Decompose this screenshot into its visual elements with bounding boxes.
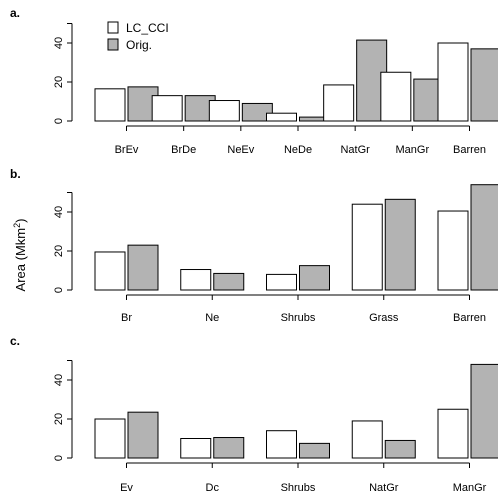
panel-b: b. 0 20 40 Br Ne Shrubs Grass Barren <box>10 167 498 324</box>
bar-mangr-lc-cci <box>380 71 412 122</box>
legend-label-lc-cci: LC_CCI <box>126 21 169 35</box>
bar-ev-lc-cci <box>94 418 126 459</box>
bar-neev-orig <box>241 102 273 122</box>
y-tick-label: 20 <box>53 76 65 88</box>
bar-shrubs-lc-cci <box>266 430 297 459</box>
bar-br-orig <box>127 244 159 291</box>
panel-c: c. 0 20 40 Ev Dc Shrubs NatGr ManGr <box>10 334 498 493</box>
x-tick-label: Br <box>121 312 132 324</box>
bar-grass-orig <box>384 198 416 291</box>
y-tick-label: 0 <box>53 287 65 293</box>
y-tick-label: 40 <box>53 37 65 49</box>
bar-brev-lc-cci <box>94 88 126 122</box>
bar-nede-lc-cci <box>266 112 297 122</box>
legend: LC_CCI Orig. <box>107 21 169 52</box>
y-axis-title-superscript: 2 <box>12 223 22 228</box>
bar-mangr-lc-cci <box>437 408 469 459</box>
bar-brde-lc-cci <box>151 95 183 122</box>
y-tick-label: 0 <box>53 118 65 124</box>
x-tick-label: Dc <box>206 482 220 493</box>
x-tick-label: Shrubs <box>281 312 316 324</box>
x-tick-label: NeEv <box>227 144 254 156</box>
x-tick-label: Shrubs <box>281 482 316 493</box>
bar-ev-orig <box>127 411 159 459</box>
bar-dc-orig <box>213 437 245 459</box>
x-tick-label: NeDe <box>284 144 312 156</box>
x-tick-label: NatGr <box>340 144 370 156</box>
x-tick-label: Grass <box>369 312 399 324</box>
bar-neev-lc-cci <box>208 100 240 122</box>
x-tick-label: Barren <box>453 144 486 156</box>
panel-label: b. <box>10 167 21 181</box>
bar-shrubs-orig <box>299 265 330 291</box>
bar-natgr-lc-cci <box>351 420 383 459</box>
legend-label-orig: Orig. <box>126 38 152 52</box>
bar-ne-orig <box>213 272 245 291</box>
bar-grass-lc-cci <box>351 203 383 291</box>
y-axis-title-close: ) <box>13 219 28 223</box>
bar-barren-lc-cci <box>437 210 469 291</box>
panel-a: a. 0 20 40 BrEv BrDe NeEv NeDe NatGr ManGr Barren <box>10 6 498 156</box>
x-tick-label: Ev <box>120 482 133 493</box>
bar-br-lc-cci <box>94 251 126 291</box>
x-tick-label: BrDe <box>171 144 196 156</box>
bar-shrubs-lc-cci <box>266 273 297 291</box>
bar-shrubs-orig <box>299 442 330 459</box>
x-tick-label: NatGr <box>369 482 399 493</box>
bar-mangr-orig <box>470 363 498 459</box>
bar-barren-lc-cci <box>437 42 469 122</box>
x-tick-label: ManGr <box>453 482 487 493</box>
panel-label: c. <box>10 334 20 348</box>
bar-natgr-lc-cci <box>323 84 355 122</box>
bar-natgr-orig <box>384 439 416 459</box>
y-tick-label: 20 <box>53 413 65 425</box>
x-tick-label: Ne <box>205 312 219 324</box>
y-tick-label: 0 <box>53 455 65 461</box>
bar-dc-lc-cci <box>180 438 212 459</box>
y-tick-label: 40 <box>53 206 65 218</box>
y-axis-title-main: Area (Mkm <box>13 228 28 292</box>
legend-swatch-orig <box>107 38 119 51</box>
y-tick-label: 20 <box>53 245 65 257</box>
x-tick-label: Barren <box>453 312 486 324</box>
bar-ne-lc-cci <box>180 269 212 291</box>
panel-label: a. <box>10 6 20 20</box>
legend-swatch-lc-cci <box>107 21 119 34</box>
bar-barren-orig <box>470 48 498 122</box>
y-axis-title: Area (Mkm2) <box>12 219 28 292</box>
x-tick-label: ManGr <box>396 144 430 156</box>
y-tick-label: 40 <box>53 374 65 386</box>
x-tick-label: BrEv <box>115 144 139 156</box>
bar-barren-orig <box>470 184 498 291</box>
